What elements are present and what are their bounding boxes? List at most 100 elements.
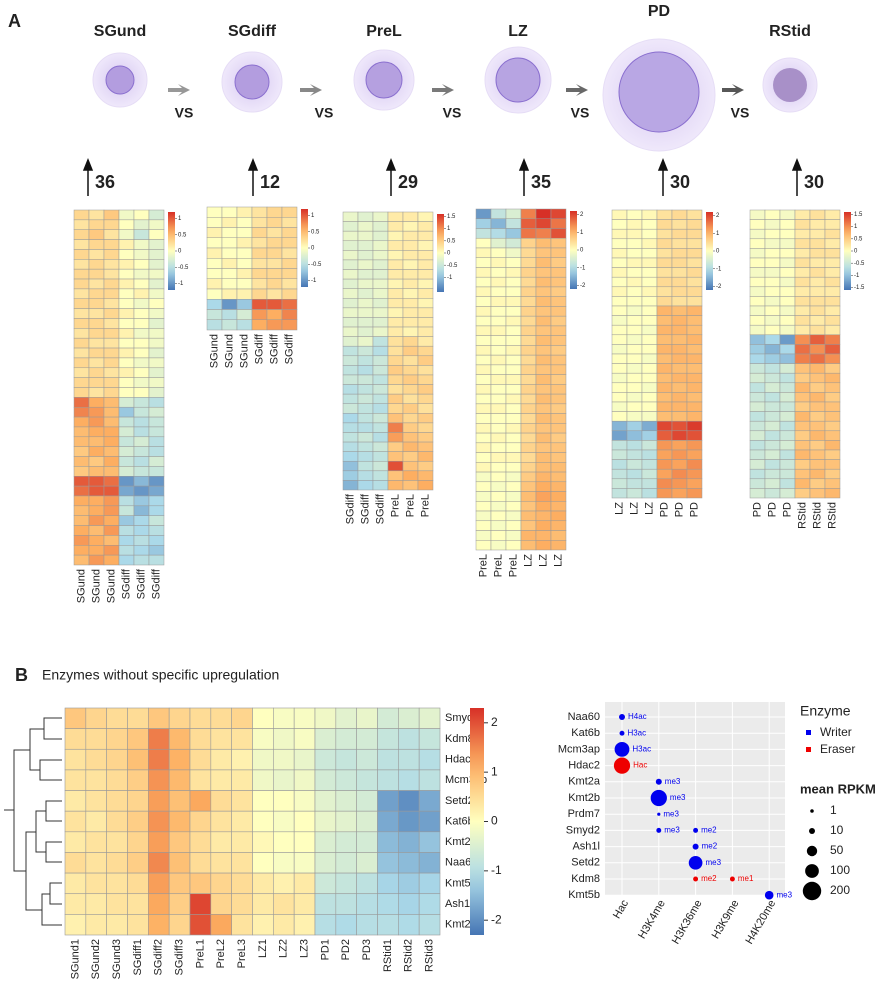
- dot: [692, 843, 699, 850]
- heatmap-cell: [210, 872, 232, 895]
- heatmap-cell: [118, 288, 135, 299]
- heatmap-cell: [749, 276, 766, 288]
- size-legend-label: 10: [830, 823, 844, 837]
- heatmap-cell: [505, 471, 522, 483]
- heatmap-cell: [809, 430, 826, 441]
- heatmap-cell: [656, 392, 673, 403]
- heatmap-cell: [671, 276, 688, 288]
- column-label: PD: [781, 502, 793, 517]
- heatmap-cell: [626, 219, 643, 230]
- heatmap-cell: [418, 707, 441, 729]
- legend-tick-label: -1: [178, 281, 184, 287]
- heatmap-cell: [118, 249, 135, 260]
- heatmap-cell: [418, 790, 441, 812]
- column-label: LZ: [613, 502, 625, 515]
- heatmap-cell: [626, 344, 643, 355]
- heatmap-cell: [764, 420, 781, 432]
- heatmap-cell: [387, 422, 404, 433]
- heatmap-cell: [475, 403, 492, 414]
- heatmap-cell: [550, 510, 567, 522]
- heatmap-cell: [626, 257, 643, 268]
- heatmap-cell: [168, 707, 191, 729]
- heatmap-cell: [106, 852, 128, 874]
- heatmap-cell: [611, 353, 628, 364]
- heatmap-cell: [398, 728, 420, 750]
- heatmap-cell: [550, 393, 567, 405]
- heatmap: [475, 208, 567, 551]
- heatmap-cell: [387, 269, 404, 280]
- legend-tick-label: 2: [491, 715, 498, 729]
- heatmap-cell: [377, 707, 399, 729]
- heatmap-cell: [520, 364, 537, 375]
- heatmap-cell: [505, 384, 522, 395]
- heatmap-cell: [372, 221, 389, 232]
- heatmap-cell: [103, 347, 120, 359]
- heatmap-cell: [127, 790, 149, 812]
- heatmap-cell: [641, 420, 658, 432]
- heatmap-cell: [417, 365, 434, 376]
- heatmap-cell: [686, 363, 703, 374]
- heatmap-cell: [372, 211, 389, 222]
- legend-tick-label: -0.5: [311, 262, 322, 268]
- heatmap-cell: [372, 432, 389, 443]
- heatmap-cell: [824, 430, 841, 441]
- heatmap-cell: [206, 217, 223, 228]
- heatmap-cell: [611, 324, 628, 336]
- heatmap-cell: [809, 401, 826, 412]
- heatmap-cell: [779, 382, 796, 393]
- heatmap-cell: [266, 319, 283, 331]
- heatmap-cell: [206, 227, 223, 238]
- heatmap-cell: [656, 219, 673, 230]
- heatmap-cell: [809, 449, 826, 460]
- heatmap-cell: [357, 365, 374, 376]
- heatmap-cell: [148, 535, 165, 546]
- heatmap-cell: [626, 267, 643, 278]
- heatmap-cell: [794, 209, 811, 220]
- heatmap-cell: [535, 228, 552, 239]
- y-tick-label: Smyd2: [566, 824, 600, 836]
- heatmap-cell: [520, 247, 537, 258]
- heatmap-cell: [189, 769, 212, 791]
- heatmap-cell: [475, 247, 492, 258]
- heatmap-cell: [103, 416, 120, 428]
- heatmap-cell: [764, 392, 781, 403]
- column-label: PD1: [319, 939, 331, 960]
- heatmap-cell: [417, 250, 434, 261]
- heatmap-cell: [550, 442, 567, 453]
- heatmap-cell: [103, 456, 120, 467]
- heatmap-cell: [809, 382, 826, 393]
- y-tick-label: Kmt2a: [568, 776, 601, 788]
- heatmap-cell: [520, 354, 537, 366]
- heatmap-cell: [611, 276, 628, 288]
- heatmap-cell: [118, 259, 135, 270]
- heatmap-cell: [387, 470, 404, 481]
- heatmap-cell: [417, 422, 434, 433]
- heatmap-cell: [252, 707, 274, 729]
- dot-label: me3: [664, 826, 680, 835]
- heatmap-cell: [505, 257, 522, 268]
- heatmap-cell: [490, 218, 507, 229]
- heatmap-cell: [626, 478, 643, 489]
- heatmap-cell: [550, 403, 567, 414]
- heatmap-cell: [73, 209, 90, 221]
- heatmap-cell: [749, 238, 766, 249]
- heatmap-cell: [824, 267, 841, 278]
- heatmap-cell: [626, 228, 643, 240]
- heatmap-cell: [686, 334, 703, 345]
- heatmap-cell: [103, 554, 120, 566]
- heatmap-cell: [505, 354, 522, 366]
- heatmap-cell: [794, 344, 811, 355]
- heatmap-cell: [520, 218, 537, 229]
- heatmap-cell: [88, 278, 105, 290]
- heatmap-cell: [475, 540, 492, 551]
- heatmap-cell: [342, 441, 359, 452]
- heatmap-cell: [824, 248, 841, 259]
- heatmap-cell: [387, 384, 404, 395]
- heatmap-cell: [520, 452, 537, 463]
- heatmap-cell: [189, 914, 212, 936]
- heatmap-cell: [342, 298, 359, 309]
- heatmap-cell: [251, 309, 268, 320]
- heatmap-cell: [372, 250, 389, 261]
- heatmap-cell: [475, 296, 492, 307]
- heatmap-cell: [73, 239, 90, 250]
